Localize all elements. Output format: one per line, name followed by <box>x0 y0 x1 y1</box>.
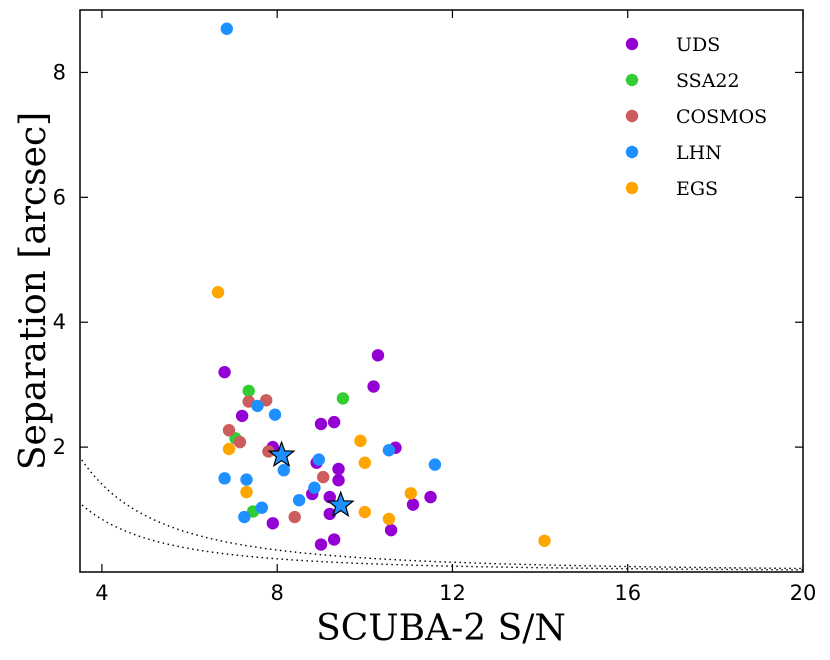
point-lhn <box>268 408 282 421</box>
point-lhn <box>277 464 290 477</box>
point-egs <box>382 512 396 526</box>
point-lhn <box>255 501 269 514</box>
point-ssa22 <box>336 392 350 405</box>
legend-marker <box>625 37 639 51</box>
point-uds <box>424 490 437 504</box>
point-cosmos <box>288 510 301 524</box>
y-tick-label: 6 <box>53 185 66 209</box>
point-uds <box>332 462 345 476</box>
x-tick-label: 20 <box>790 581 817 605</box>
point-uds <box>327 533 341 546</box>
point-egs <box>211 286 225 299</box>
point-lhn <box>382 444 396 457</box>
point-ssa22 <box>242 384 255 398</box>
point-egs <box>538 534 551 547</box>
point-uds <box>314 417 328 431</box>
point-egs <box>358 456 372 469</box>
point-lhn <box>251 399 264 413</box>
point-uds <box>406 498 420 511</box>
point-uds <box>218 365 231 379</box>
legend-marker <box>625 145 639 159</box>
legend: UDS SSA22 COSMOS LHN EGS <box>625 34 767 200</box>
point-egs <box>354 434 367 448</box>
point-cosmos <box>262 445 275 458</box>
point-cosmos <box>233 435 247 449</box>
legend-label: UDS <box>676 34 720 56</box>
point-uds <box>327 415 341 429</box>
legend-marker <box>625 73 639 87</box>
y-axis-label: Separation [arcsec] <box>13 112 54 470</box>
point-uds <box>332 474 345 487</box>
y-tick-label: 8 <box>53 60 66 84</box>
point-egs <box>404 487 418 500</box>
legend-label: SSA22 <box>676 70 740 92</box>
legend-label: EGS <box>676 178 718 200</box>
point-lhn <box>238 510 251 524</box>
point-egs <box>222 442 236 456</box>
x-tick-label: 4 <box>95 581 108 605</box>
y-tick-label: 2 <box>53 435 66 459</box>
point-lhn <box>220 22 233 35</box>
legend-marker <box>625 181 639 195</box>
point-cosmos <box>222 424 236 437</box>
legend-marker <box>625 109 639 123</box>
legend-label: COSMOS <box>676 106 767 128</box>
x-tick-label: 8 <box>270 581 283 605</box>
star-marker <box>326 490 355 518</box>
x-tick-label: 12 <box>439 581 466 605</box>
legend-label: LHN <box>676 142 722 164</box>
y-tick-label: 4 <box>53 310 66 334</box>
plot-area <box>79 9 804 573</box>
point-uds <box>323 490 336 504</box>
point-lhn <box>428 458 442 471</box>
star-marker <box>267 440 296 468</box>
point-uds <box>266 517 279 530</box>
point-uds <box>367 380 380 393</box>
x-tick-label: 16 <box>614 581 641 605</box>
point-lhn <box>308 481 321 494</box>
point-uds <box>314 538 328 551</box>
x-axis-label: SCUBA-2 S/N <box>316 608 566 649</box>
point-lhn <box>312 453 326 466</box>
point-uds <box>371 349 385 362</box>
point-egs <box>358 505 372 519</box>
point-uds <box>384 523 398 537</box>
point-cosmos <box>316 470 330 484</box>
dotted-curve <box>80 502 803 571</box>
point-egs <box>240 485 253 499</box>
point-uds <box>323 507 336 521</box>
point-uds <box>235 409 249 423</box>
point-lhn <box>240 473 253 486</box>
point-lhn <box>218 472 231 485</box>
point-lhn <box>292 493 306 507</box>
